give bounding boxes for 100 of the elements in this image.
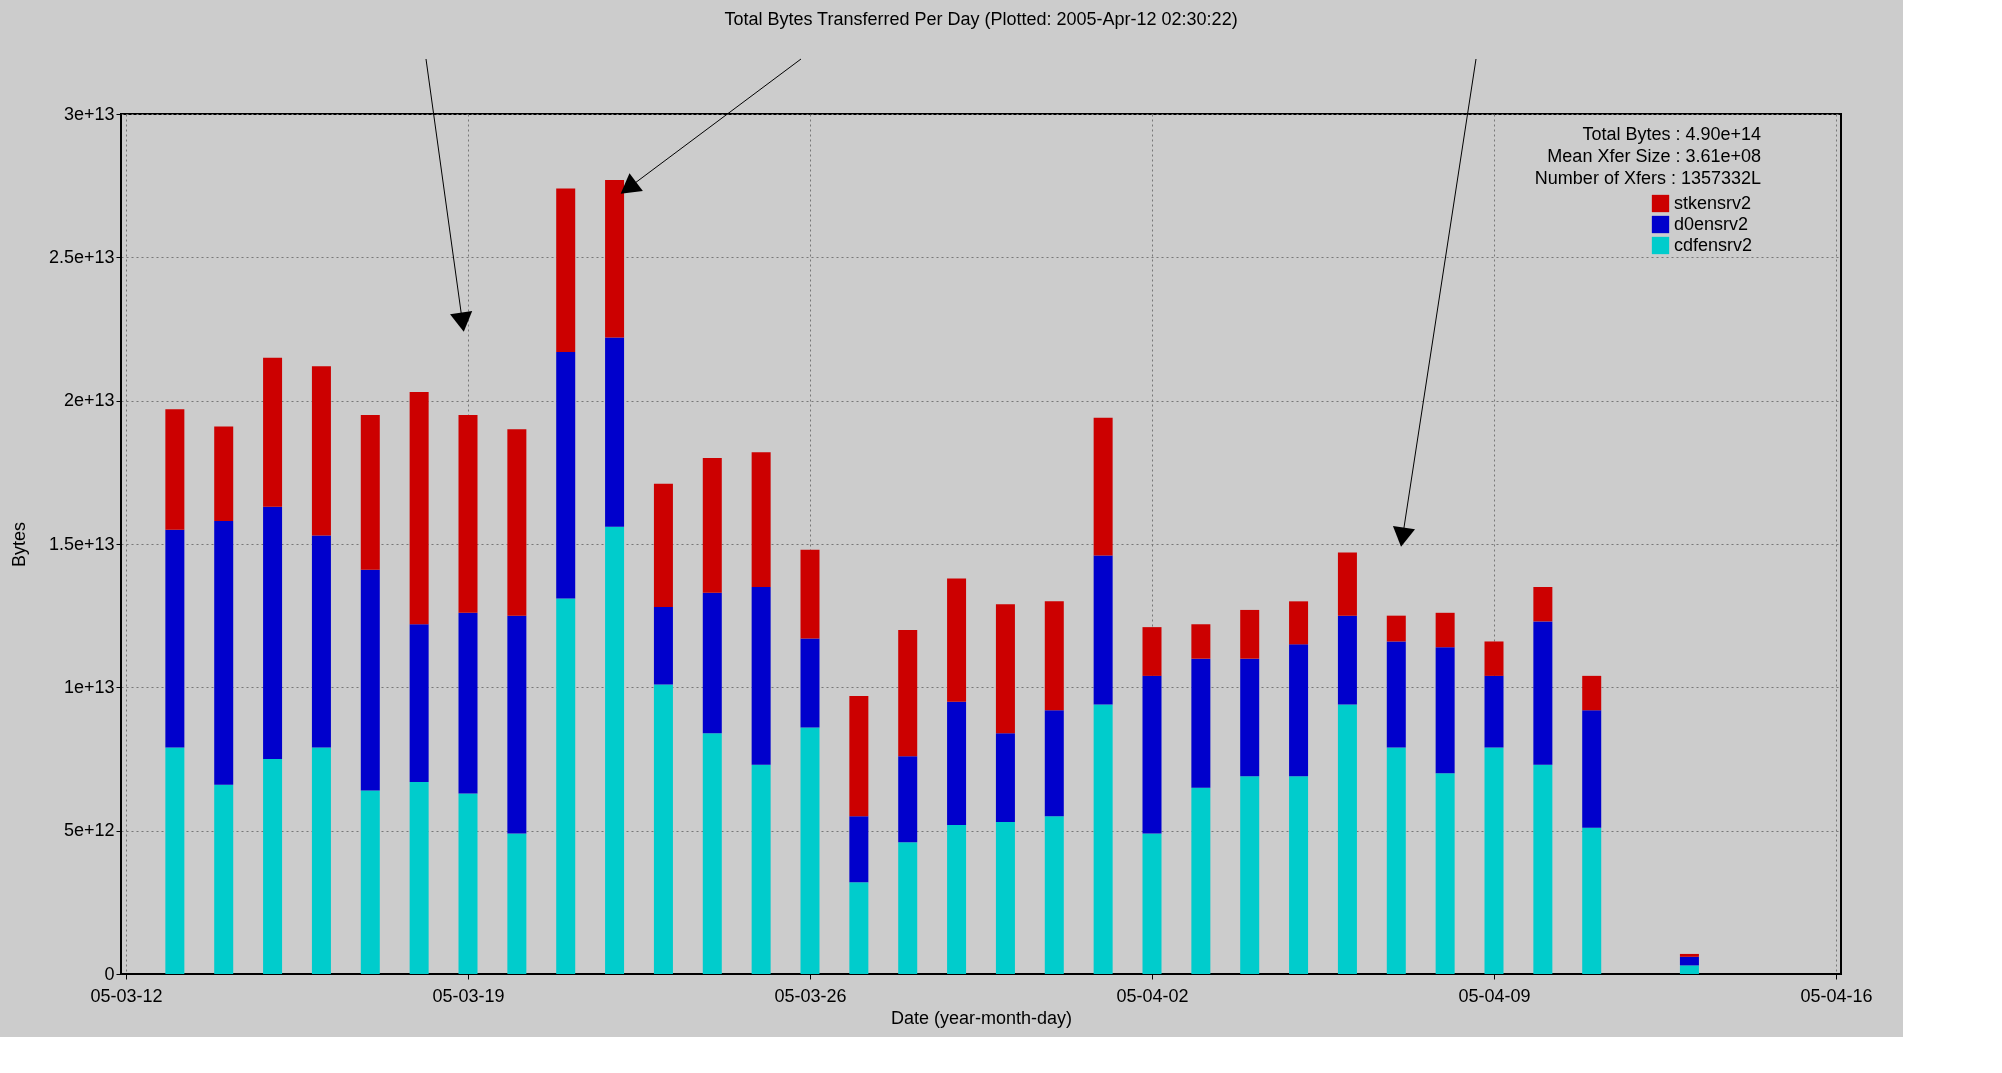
bar [800,727,820,974]
bar [1484,675,1504,748]
bar [1386,641,1406,748]
bar [898,842,918,974]
bar [311,366,331,536]
y-axis-title: Bytes [8,521,29,568]
bar [800,549,820,639]
bar [1142,675,1162,834]
bar [409,781,429,974]
bar [898,630,918,757]
bar [1582,675,1602,711]
bar [1484,641,1504,676]
bar [1533,764,1553,974]
bar [214,521,234,785]
bar [1435,612,1455,648]
x-tick-label: 05-03-26 [774,985,847,1006]
bar [1044,816,1064,974]
bar [605,526,625,974]
bar [1191,624,1211,659]
bar [702,592,722,734]
bar [849,882,869,974]
bar [1044,601,1064,711]
y-tick-label: 1.5e+13 [48,533,115,554]
bar [263,357,283,507]
x-tick-label: 05-03-12 [90,985,163,1006]
bar [702,733,722,974]
bar [507,429,527,616]
bar [1093,555,1113,705]
bar [263,759,283,974]
bar [947,824,967,974]
bar [165,409,185,530]
bar [1679,965,1699,974]
bar [1582,827,1602,974]
bar [1679,953,1699,957]
bar [507,615,527,834]
annotation: Total Bytes : 4.90e+14 [1582,124,1761,144]
bar [1337,552,1357,616]
x-tick-label: 05-04-16 [1800,985,1873,1006]
bar [947,578,967,702]
bar [653,684,673,974]
y-tick-label: 0 [104,963,115,984]
bar [1289,644,1309,777]
y-tick-label: 3e+13 [63,103,115,124]
bar [995,604,1015,734]
bar [458,793,478,974]
y-tick-label: 5e+12 [63,820,115,841]
bar [263,506,283,759]
y-tick-label: 2.5e+13 [48,246,115,267]
legend-label: stkensrv2 [1674,192,1752,213]
bar [556,598,576,974]
annotation: Mean Xfer Size : 3.61e+08 [1547,146,1761,166]
bar [653,483,673,608]
bar [1142,833,1162,974]
bar [409,624,429,782]
bar [1337,704,1357,974]
bar [605,179,625,338]
bar [1582,710,1602,828]
bar [1337,615,1357,705]
bar [1044,710,1064,817]
bar [1435,647,1455,774]
bar [1240,776,1260,974]
bar [653,607,673,685]
y-tick-label: 1e+13 [63,676,115,697]
bar [311,747,331,974]
bar [165,747,185,974]
bar [214,784,234,974]
annotation: Number of Xfers : 1357332L [1534,168,1761,188]
bar [1679,956,1699,966]
bar [1484,747,1504,974]
x-tick-label: 05-04-02 [1116,985,1189,1006]
bar [1289,601,1309,645]
bar [1386,615,1406,642]
legend-label: cdfensrv2 [1674,234,1753,255]
chart-title: Total Bytes Transferred Per Day (Plotted: 2005-Apr-12 02:30:22) [724,8,1238,29]
bar [1191,658,1211,788]
bar [1435,773,1455,974]
bar [1386,747,1406,974]
y-tick-label: 2e+13 [63,390,115,411]
bar [849,816,869,883]
bar [751,587,771,765]
bar [800,638,820,728]
bar [1240,609,1260,659]
x-tick-label: 05-04-09 [1458,985,1531,1006]
bar [702,458,722,593]
bar [995,733,1015,823]
bar [849,695,869,817]
bar [507,833,527,974]
bar [165,529,185,748]
bar [605,337,625,527]
bar [1289,776,1309,974]
x-axis-title: Date (year-month-day) [890,1007,1073,1028]
bar [947,701,967,825]
bar [360,415,380,570]
bar [1533,621,1553,765]
bar [1093,704,1113,974]
bar [360,569,380,791]
bar [1240,658,1260,777]
bar [1093,417,1113,556]
bar [1533,587,1553,622]
legend-label: d0ensrv2 [1674,213,1749,234]
